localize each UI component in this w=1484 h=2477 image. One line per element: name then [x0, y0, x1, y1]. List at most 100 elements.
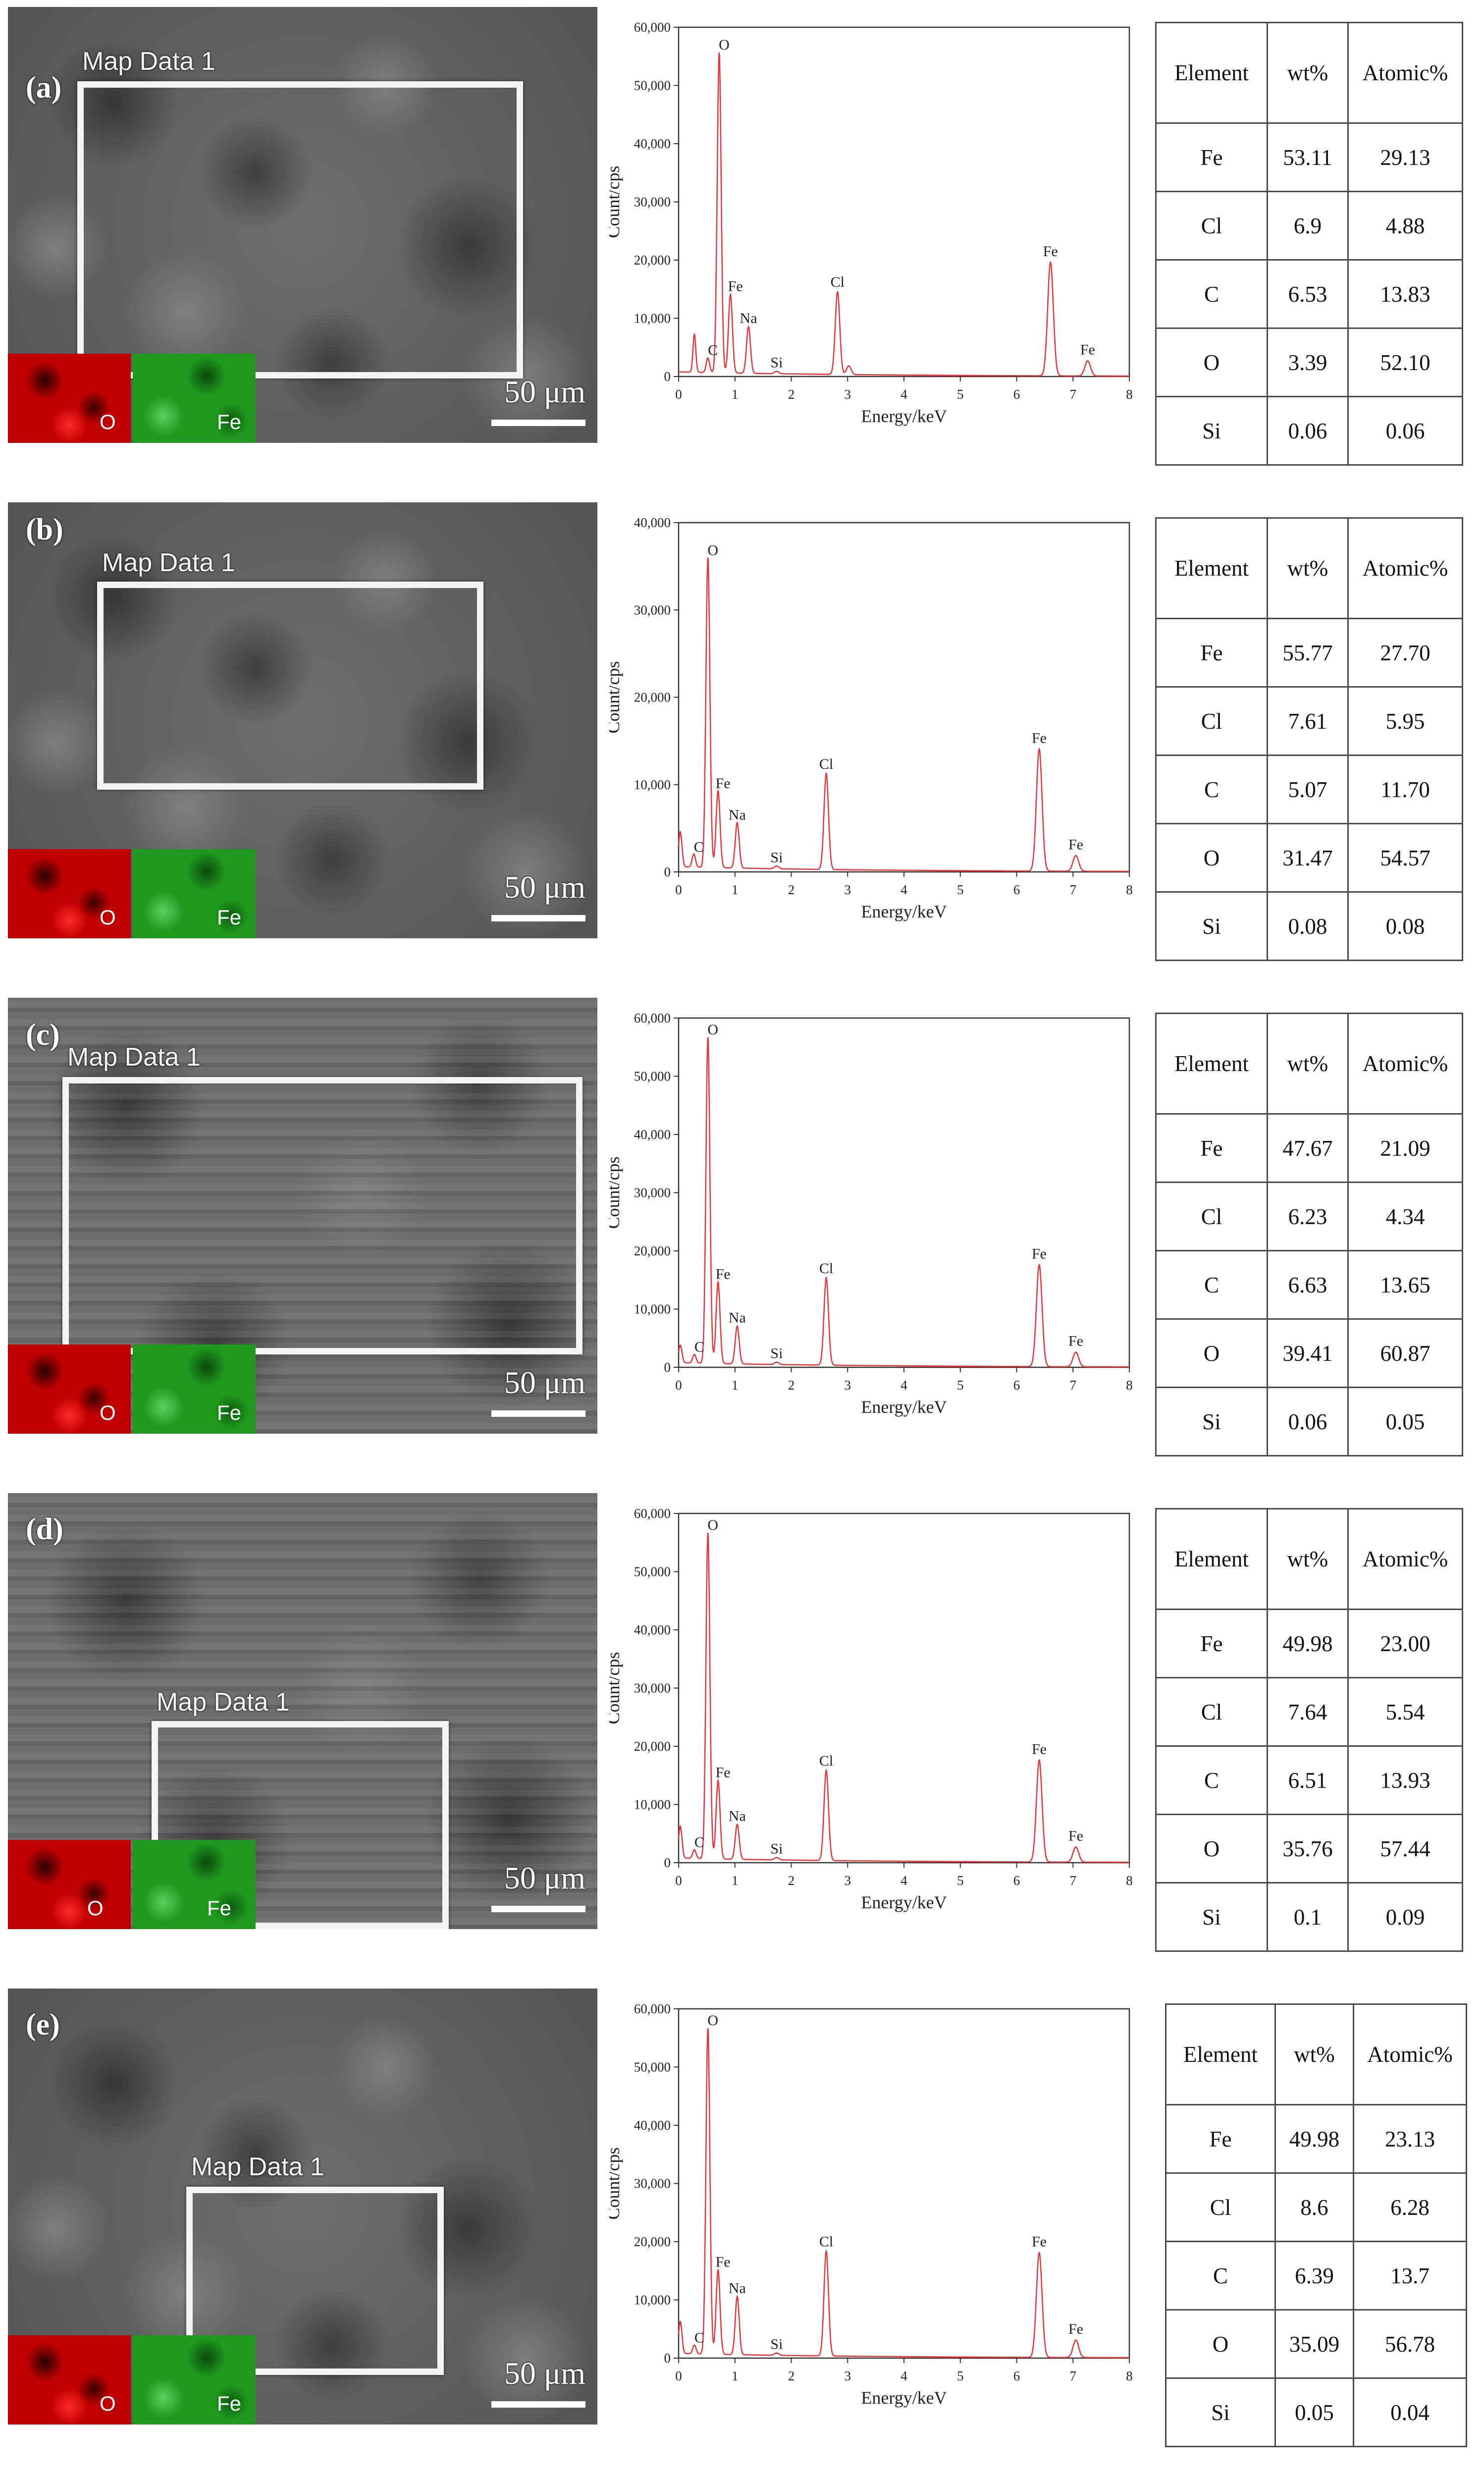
y-axis-label: Count/cps	[609, 1156, 623, 1229]
iron-map-label: Fe	[217, 2392, 242, 2415]
x-axis-label: Energy/keV	[861, 1892, 947, 1912]
x-tick-label: 4	[901, 882, 907, 897]
oxygen-map-label: O	[100, 1401, 116, 1424]
peak-label: Na	[729, 2280, 746, 2297]
scale-bar-label: 50 μm	[504, 1365, 585, 1400]
iron-map-label: Fe	[217, 410, 242, 433]
x-tick-label: 4	[901, 1378, 907, 1393]
x-tick-label: 3	[845, 1873, 851, 1888]
peak-label: C	[694, 1834, 704, 1850]
y-tick-label: 40,000	[634, 2118, 671, 2133]
peak-label: O	[707, 1517, 718, 1533]
x-tick-label: 0	[675, 882, 682, 897]
table-header-row: Element wt% Atomic%	[1165, 2003, 1467, 2105]
cell-wt: 3.39	[1267, 327, 1349, 397]
peak-label: Cl	[819, 1260, 833, 1277]
iron-map-label: Fe	[207, 1896, 232, 1920]
y-tick-label: 50,000	[634, 1069, 671, 1084]
y-tick-label: 20,000	[634, 1739, 671, 1754]
peak-label: O	[707, 2012, 718, 2029]
spectrum-line	[679, 52, 1129, 377]
cell-atomic: 4.88	[1347, 191, 1463, 261]
cell-element: Cl	[1155, 1677, 1268, 1747]
y-tick-label: 10,000	[634, 1302, 671, 1317]
scale-bar	[491, 420, 585, 426]
cell-atomic: 54.57	[1347, 823, 1463, 893]
cell-wt: 0.05	[1274, 2377, 1354, 2447]
cell-wt: 6.23	[1267, 1182, 1349, 1251]
cell-wt: 6.53	[1267, 259, 1349, 329]
oxygen-map-label: O	[100, 2392, 116, 2415]
peak-label: C	[694, 1339, 704, 1355]
y-tick-label: 20,000	[634, 690, 671, 705]
scale-bar	[491, 2401, 585, 2408]
scale-bar-label: 50 μm	[504, 1860, 585, 1895]
x-tick-label: 2	[788, 2369, 795, 2383]
y-tick-label: 10,000	[634, 777, 671, 792]
spectrum-line	[678, 557, 1129, 872]
cell-atomic: 0.05	[1347, 1387, 1463, 1456]
x-tick-label: 1	[732, 2369, 739, 2383]
y-tick-label: 40,000	[634, 1622, 671, 1637]
panel-c: Map Data 1 (c) O Fe 50 μm 0 1 2 3 4 5 6 7 8 0 10,0…	[0, 991, 1484, 1486]
cell-wt: 55.77	[1267, 618, 1349, 688]
cell-wt: 0.08	[1267, 891, 1349, 961]
map-data-box	[97, 582, 483, 790]
cell-wt: 6.9	[1267, 191, 1349, 261]
peak-label: C	[694, 839, 704, 856]
table-row: Cl 7.64 5.54	[1155, 1677, 1463, 1747]
x-tick-label: 7	[1070, 1873, 1077, 1888]
x-tick-label: 0	[675, 1378, 682, 1393]
panel-d: Map Data 1 (d) O Fe 50 μm 0 1 2 3 4 5 6 7 8 0 10,0…	[0, 1486, 1484, 1982]
cell-element: O	[1155, 823, 1268, 893]
map-data-label: Map Data 1	[157, 1688, 290, 1717]
table-row: Si 0.1 0.09	[1155, 1882, 1463, 1952]
peak-label: Fe	[716, 2254, 731, 2270]
x-tick-label: 2	[788, 1378, 795, 1393]
table-row: O 35.09 56.78	[1165, 2309, 1467, 2379]
peak-label: Cl	[831, 274, 845, 290]
peak-label: Fe	[716, 1266, 731, 1283]
cell-element: C	[1155, 754, 1268, 824]
x-tick-label: 8	[1126, 387, 1133, 402]
table-row: Fe 55.77 27.70	[1155, 618, 1463, 688]
panel-letter: (d)	[26, 1512, 63, 1546]
cell-atomic: 23.00	[1347, 1609, 1463, 1678]
table-row: Fe 49.98 23.13	[1165, 2104, 1467, 2174]
scale-bar	[491, 1906, 585, 1912]
map-data-label: Map Data 1	[102, 548, 235, 577]
spectrum-line	[678, 1532, 1129, 1863]
table-row: O 31.47 54.57	[1155, 823, 1463, 893]
x-tick-label: 8	[1126, 1378, 1133, 1393]
cell-wt: 31.47	[1267, 823, 1349, 893]
x-tick-label: 2	[788, 387, 795, 402]
x-tick-label: 8	[1126, 882, 1133, 897]
iron-map: Fe	[133, 1345, 256, 1434]
iron-map: Fe	[133, 849, 256, 938]
x-tick-label: 7	[1070, 387, 1077, 402]
plot-frame	[678, 1512, 1130, 1864]
cell-element: O	[1155, 327, 1268, 397]
map-data-label: Map Data 1	[82, 47, 215, 76]
cell-atomic: 0.09	[1347, 1882, 1463, 1952]
peak-label: C	[694, 2329, 704, 2346]
cell-atomic: 0.04	[1353, 2377, 1467, 2447]
cell-atomic: 0.06	[1347, 396, 1463, 466]
table-row: C 6.51 13.93	[1155, 1745, 1463, 1815]
x-tick-label: 1	[732, 1378, 739, 1393]
header-wt: wt%	[1267, 1013, 1349, 1115]
y-tick-label: 60,000	[634, 1011, 671, 1025]
iron-map-label: Fe	[217, 906, 242, 929]
oxygen-map: O	[8, 1345, 131, 1434]
sem-image: Map Data 1 (a) O Fe 50 μm	[8, 7, 597, 443]
cell-element: Si	[1155, 891, 1268, 961]
peak-label: Cl	[819, 1753, 833, 1769]
header-element: Element	[1165, 2003, 1276, 2105]
table-row: C 6.53 13.83	[1155, 259, 1463, 329]
x-tick-label: 1	[732, 387, 739, 402]
x-tick-label: 4	[901, 387, 907, 402]
table-row: Cl 7.61 5.95	[1155, 686, 1463, 756]
x-axis-label: Energy/keV	[861, 406, 947, 426]
y-tick-label: 60,000	[634, 2001, 671, 2016]
sem-image: Map Data 1 (b) O Fe 50 μm	[8, 502, 597, 938]
